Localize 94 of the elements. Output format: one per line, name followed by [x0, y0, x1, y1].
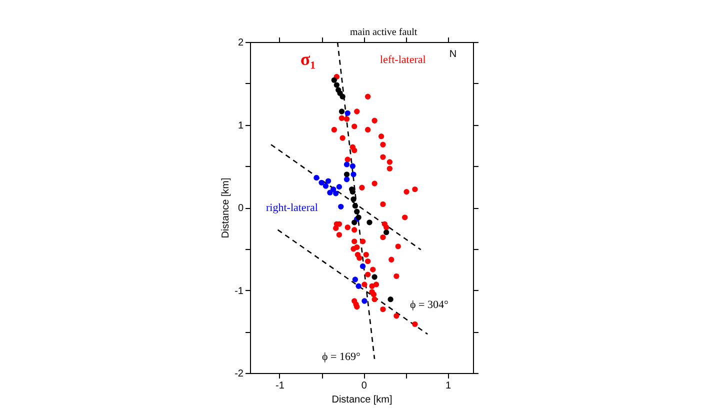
- point: [325, 178, 332, 184]
- point: [412, 321, 418, 327]
- y-tick-label: 0: [238, 203, 244, 214]
- point: [350, 196, 356, 202]
- point: [388, 256, 394, 262]
- point: [327, 190, 333, 196]
- point: [338, 108, 345, 114]
- annotation: left-lateral: [380, 54, 426, 66]
- annotation: ϕ = 169°: [322, 351, 360, 363]
- point: [380, 201, 386, 208]
- point: [350, 172, 356, 178]
- point: [364, 94, 371, 100]
- annotation: ϕ = 304°: [410, 299, 448, 311]
- point: [394, 313, 400, 319]
- point: [354, 108, 360, 114]
- x-tick-label: 1: [445, 380, 452, 392]
- point: [350, 163, 356, 169]
- point: [350, 246, 356, 252]
- point: [356, 255, 362, 261]
- point: [333, 190, 339, 196]
- point: [386, 159, 393, 165]
- point: [354, 208, 360, 214]
- point: [330, 186, 336, 192]
- point: [314, 174, 320, 181]
- point: [344, 172, 350, 178]
- point: [352, 203, 358, 209]
- x-tick-label: -1: [276, 380, 285, 392]
- y-tick-label: 1: [238, 120, 244, 132]
- point: [386, 166, 393, 172]
- point: [334, 82, 340, 88]
- point: [362, 282, 368, 288]
- point: [370, 266, 376, 272]
- point: [370, 292, 377, 298]
- point: [318, 180, 324, 186]
- point: [331, 126, 337, 133]
- point: [352, 148, 358, 154]
- point: [322, 183, 329, 189]
- point: [372, 118, 378, 124]
- point: [340, 135, 346, 141]
- point: [366, 220, 372, 226]
- point: [412, 186, 418, 192]
- point: [352, 124, 358, 130]
- point: [362, 298, 368, 304]
- point: [333, 225, 339, 232]
- point: [340, 94, 346, 100]
- point: [344, 156, 350, 162]
- point: [372, 274, 378, 280]
- point: [344, 162, 350, 168]
- y-tick-label: -1: [234, 286, 244, 297]
- point: [344, 110, 350, 116]
- point: [383, 230, 390, 236]
- point: [380, 142, 386, 148]
- point: [372, 296, 378, 302]
- point: [404, 188, 410, 195]
- point: [352, 238, 358, 244]
- point: [388, 296, 394, 302]
- point: [338, 204, 344, 210]
- point: [395, 244, 401, 250]
- annotation: σ₁: [300, 49, 316, 69]
- point: [344, 116, 350, 122]
- point: [380, 234, 386, 240]
- point: [352, 276, 358, 282]
- x-tick-label: 0: [361, 380, 368, 392]
- point: [360, 263, 366, 270]
- text: main active fault: [350, 27, 418, 38]
- point: [380, 154, 386, 160]
- point: [402, 214, 408, 220]
- annotation: N: [449, 49, 457, 60]
- point: [364, 126, 371, 133]
- point: [336, 232, 342, 238]
- point: [364, 272, 371, 278]
- y-axis-title: Distance [km]: [220, 177, 232, 238]
- point: [373, 282, 380, 288]
- point: [356, 283, 362, 289]
- point: [364, 258, 371, 264]
- point: [336, 184, 342, 190]
- point: [378, 134, 384, 140]
- point: [344, 224, 350, 230]
- point: [380, 306, 386, 312]
- point: [352, 227, 358, 233]
- point: [363, 252, 369, 258]
- point: [372, 180, 378, 186]
- point: [359, 184, 365, 190]
- point: [331, 77, 337, 83]
- point: [394, 273, 400, 280]
- point: [360, 238, 366, 244]
- y-tick-label: -2: [234, 368, 244, 380]
- point: [383, 224, 390, 230]
- point: [344, 176, 350, 182]
- point: [352, 220, 358, 226]
- annotation: right-lateral: [266, 202, 318, 214]
- point: [338, 115, 345, 121]
- y-tick-label: 2: [238, 38, 244, 48]
- x-axis-title: Distance [km]: [332, 394, 393, 406]
